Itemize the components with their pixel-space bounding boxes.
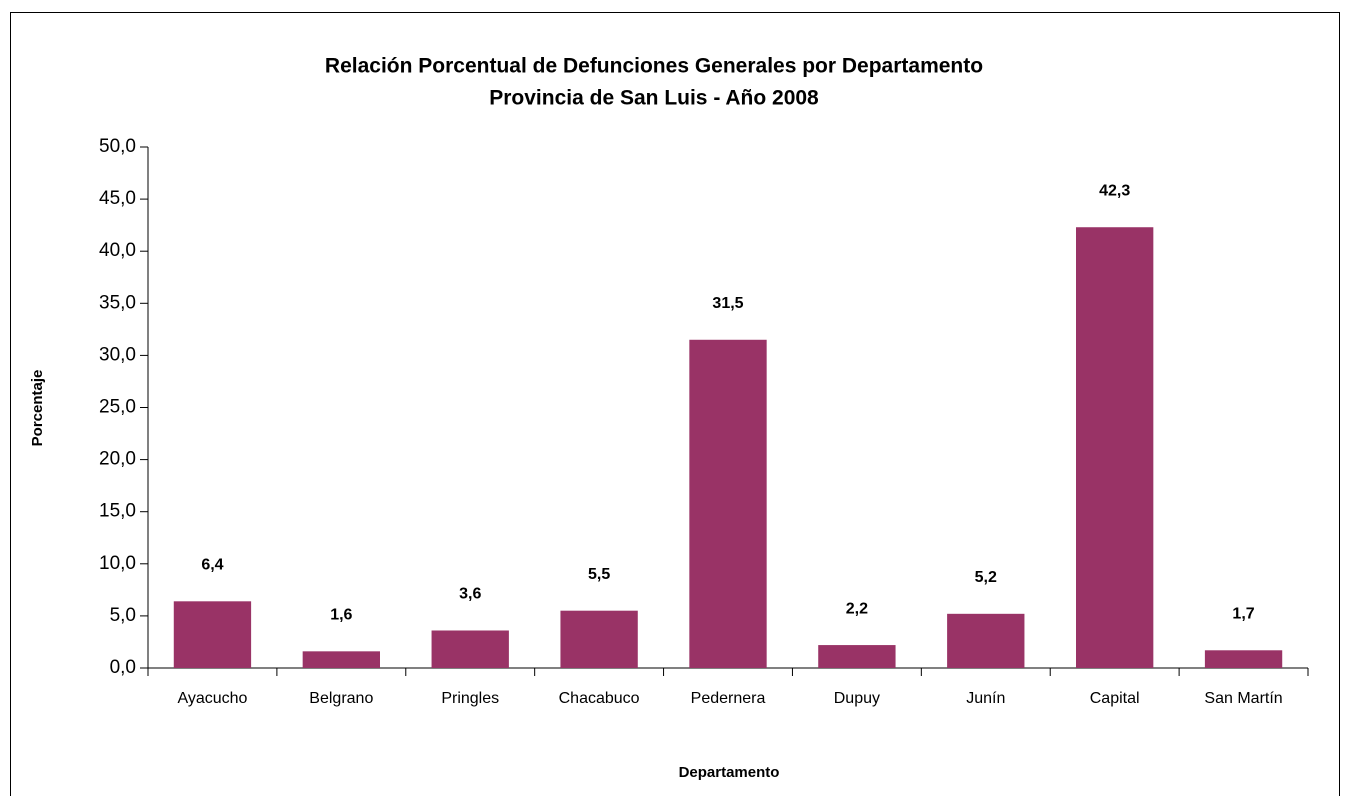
y-tick-label: 0,0 [110, 657, 136, 678]
bar [302, 651, 380, 668]
bar [1076, 227, 1154, 668]
x-tick-label: Pringles [441, 690, 499, 707]
bar [173, 601, 252, 668]
x-tick-label: Dupuy [834, 690, 880, 707]
value-label: 42,3 [1099, 182, 1130, 199]
x-tick-label: Ayacucho [177, 690, 247, 707]
value-label: 5,2 [975, 569, 997, 586]
y-tick-label: 35,0 [99, 292, 136, 313]
value-label: 31,5 [712, 295, 743, 312]
chart-title: Relación Porcentual de Defunciones Gener… [325, 55, 983, 78]
chart-subtitle: Provincia de San Luis - Año 2008 [489, 87, 819, 110]
value-label: 1,6 [330, 607, 352, 624]
bar [689, 339, 767, 668]
x-tick-label: Chacabuco [559, 690, 640, 707]
bar [431, 630, 509, 668]
bar [1204, 650, 1283, 668]
y-tick-label: 30,0 [99, 344, 136, 365]
y-tick-label: 45,0 [99, 188, 136, 209]
y-tick-label: 40,0 [99, 240, 136, 261]
y-axis-label: Porcentaje [29, 370, 46, 447]
y-tick-label: 10,0 [99, 553, 136, 574]
bar [560, 610, 638, 668]
x-tick-label: Belgrano [309, 690, 373, 707]
y-tick-label: 20,0 [99, 449, 136, 470]
value-label: 2,2 [846, 600, 868, 617]
x-tick-label: Capital [1090, 690, 1140, 707]
y-tick-label: 15,0 [99, 501, 136, 522]
x-axis-label: Departamento [679, 764, 780, 781]
y-tick-label: 5,0 [110, 605, 136, 626]
y-tick-label: 50,0 [99, 136, 136, 157]
value-label: 6,4 [201, 557, 223, 574]
value-label: 5,5 [588, 566, 610, 583]
bar [947, 613, 1025, 668]
y-tick-label: 25,0 [99, 397, 136, 418]
value-label: 1,7 [1232, 606, 1254, 623]
x-tick-label: San Martín [1204, 690, 1282, 707]
x-tick-label: Pedernera [691, 690, 766, 707]
bar [818, 645, 896, 668]
value-label: 3,6 [459, 586, 481, 603]
x-tick-label: Junín [966, 690, 1005, 707]
